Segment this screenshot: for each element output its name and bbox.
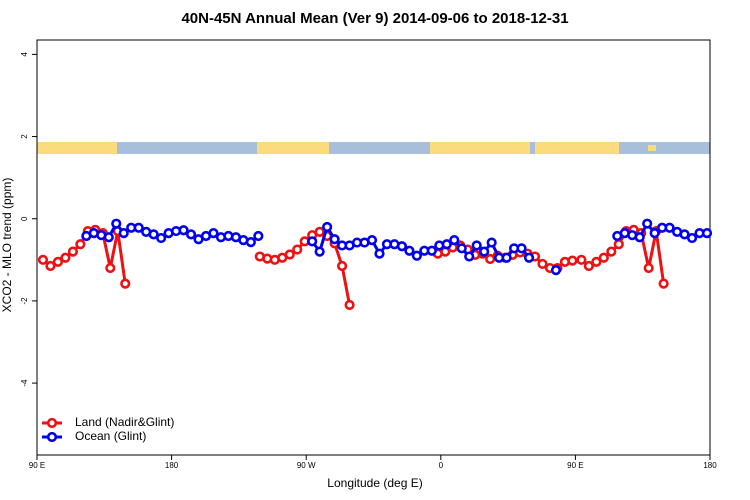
y-tick-label: 4 — [20, 52, 29, 57]
y-tick-label: 2 — [20, 134, 29, 139]
data-point — [45, 260, 56, 272]
chart-title: 40N-45N Annual Mean (Ver 9) 2014-09-06 t… — [181, 10, 568, 27]
data-point — [411, 250, 422, 261]
data-point — [329, 234, 340, 245]
data-point — [598, 252, 609, 263]
data-point — [208, 228, 219, 239]
data-point — [111, 218, 122, 229]
x-tick-label: 180 — [703, 461, 717, 470]
data-point — [479, 246, 490, 257]
data-point — [253, 230, 264, 242]
data-point — [178, 225, 189, 236]
data-point — [591, 256, 602, 267]
data-point — [686, 232, 698, 244]
data-point — [105, 262, 116, 274]
y-tick-label: -4 — [20, 379, 29, 387]
data-point — [245, 237, 256, 248]
data-point — [523, 252, 535, 263]
data-point — [67, 246, 78, 257]
y-axis-label: XCO2 - MLO trend (ppm) — [0, 178, 14, 313]
data-point — [701, 228, 713, 239]
x-tick-label: 90 E — [29, 461, 45, 470]
data-point — [606, 246, 617, 257]
land-ocean-strip — [37, 142, 710, 154]
data-point — [613, 239, 624, 250]
data-point — [634, 232, 645, 243]
data-point — [449, 235, 460, 246]
data-point — [426, 245, 437, 256]
data-point — [366, 235, 378, 246]
legend-label: Ocean (Glint) — [75, 429, 146, 443]
data-point — [471, 240, 482, 251]
data-point — [284, 249, 295, 260]
data-point — [486, 237, 497, 248]
data-point — [336, 260, 348, 272]
x-tick-label: 180 — [165, 461, 179, 470]
legend-marker — [46, 431, 58, 443]
data-point — [537, 258, 548, 270]
data-point — [37, 254, 49, 265]
data-point — [148, 229, 159, 240]
data-point — [344, 299, 355, 311]
legend-label: Land (Nadir&Glint) — [75, 415, 174, 429]
data-point — [118, 228, 129, 239]
data-point — [567, 255, 578, 266]
y-tick-label: -2 — [20, 297, 29, 305]
data-point — [643, 262, 654, 274]
legend-marker — [46, 417, 58, 429]
data-point — [464, 251, 475, 262]
data-point — [404, 245, 415, 256]
x-tick-label: 0 — [439, 461, 444, 470]
data-point — [396, 241, 408, 252]
data-point — [133, 222, 144, 233]
data-point — [156, 232, 167, 244]
data-point — [322, 221, 333, 233]
y-tick-label: 0 — [20, 216, 29, 221]
data-point — [679, 229, 690, 240]
data-point — [550, 264, 562, 276]
data-point — [185, 229, 197, 240]
data-point — [642, 218, 653, 229]
data-point — [75, 239, 86, 250]
data-point — [516, 243, 527, 254]
data-point — [583, 260, 594, 272]
data-point — [576, 254, 587, 265]
data-point — [374, 248, 385, 259]
data-point — [314, 246, 325, 257]
data-point — [441, 239, 452, 250]
data-point — [103, 232, 114, 243]
data-point — [292, 244, 303, 255]
data-point — [501, 252, 512, 263]
x-tick-label: 90 W — [297, 461, 316, 470]
data-point — [314, 226, 325, 237]
data-point — [664, 222, 675, 233]
x-tick-label: 90 E — [567, 461, 583, 470]
data-point — [307, 236, 318, 247]
data-point — [456, 243, 467, 254]
data-point — [52, 256, 64, 267]
data-point — [120, 278, 131, 289]
data-point — [649, 228, 660, 239]
data-point — [60, 252, 71, 263]
data-point — [658, 278, 669, 289]
plot-frame — [36, 39, 711, 456]
x-axis-label: Longitude (deg E) — [327, 476, 422, 490]
